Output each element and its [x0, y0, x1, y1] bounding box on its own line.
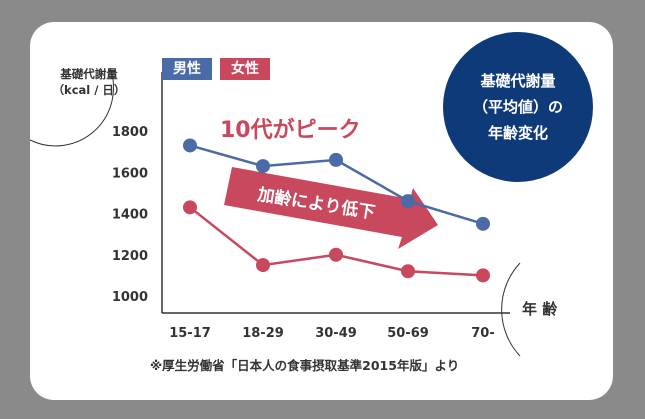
decline-arrow: [224, 167, 438, 249]
deco-arc-bottomright: [501, 262, 521, 357]
y-axis-label-line2: （kcal / 日）: [52, 83, 126, 97]
data-point-0-1: [256, 159, 270, 174]
data-point-1-2: [329, 247, 343, 262]
data-point-1-3: [401, 264, 415, 279]
data-point-0-2: [329, 152, 343, 167]
x-axis-label: 年 齢: [522, 300, 558, 318]
y-tick-label: 1400: [112, 208, 148, 223]
data-point-0-4: [476, 216, 490, 231]
x-tick-label: 18-29: [242, 326, 284, 341]
data-point-0-3: [401, 194, 415, 209]
deco-arc-topleft: [29, 67, 115, 147]
x-tick-label: 15-17: [169, 326, 211, 341]
y-axis-label: 基礎代謝量 （kcal / 日）: [44, 66, 134, 98]
x-tick-label: 30-49: [315, 326, 357, 341]
y-tick-label: 1600: [112, 166, 148, 181]
data-point-0-0: [183, 138, 197, 153]
source-note: ※厚生労働省「日本人の食事摂取基準2015年版」より: [150, 358, 460, 373]
badge-line-3: 年齢変化: [487, 124, 548, 142]
y-tick-label: 1200: [112, 249, 148, 264]
x-tick-label: 50-69: [387, 326, 429, 341]
legend-male: 男性: [162, 58, 212, 80]
peak-annotation: 10代がピーク: [220, 118, 361, 143]
title-badge: 基礎代謝量 （平均値）の 年齢変化: [443, 32, 593, 182]
data-point-1-4: [476, 268, 490, 283]
legend-female: 女性: [220, 58, 270, 80]
badge-line-1: 基礎代謝量: [480, 72, 556, 90]
y-tick-label: 1000: [112, 290, 148, 305]
y-tick-label: 1800: [112, 125, 148, 140]
y-axis-label-line1: 基礎代謝量: [60, 67, 118, 81]
x-tick-label: 70-: [471, 326, 495, 341]
data-point-1-1: [256, 258, 270, 273]
data-point-1-0: [183, 200, 197, 215]
badge-line-2: （平均値）の: [472, 98, 563, 116]
